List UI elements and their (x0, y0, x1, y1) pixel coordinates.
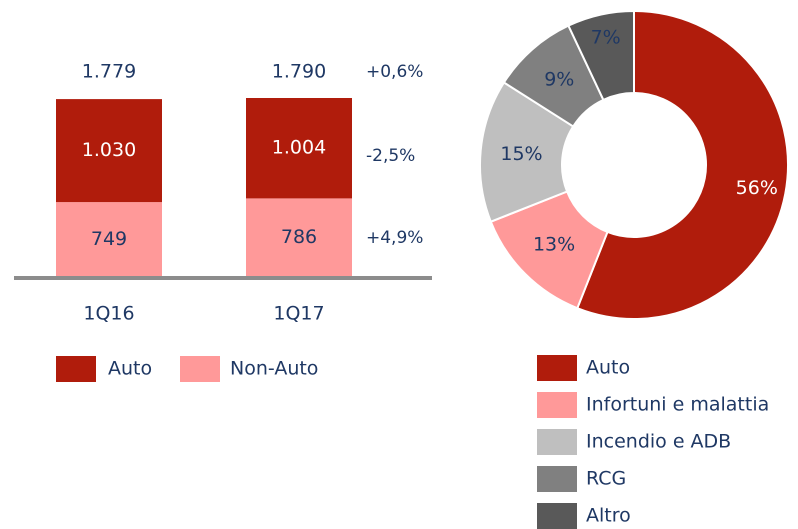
legend-label: Auto (108, 358, 152, 380)
change-label: +0,6% (366, 62, 423, 82)
bar-segment (246, 198, 352, 277)
slice-label: 56% (736, 177, 778, 199)
legend-label: Infortuni e malattia (586, 394, 769, 416)
value-label: 786 (281, 226, 317, 248)
change-label: -2,5% (366, 146, 415, 166)
bar-segment (56, 99, 162, 203)
x-tick-label: 1Q17 (273, 303, 324, 325)
value-label: 749 (91, 228, 127, 250)
legend-swatch (180, 356, 220, 382)
donut-slice (479, 81, 575, 223)
bar-segment (56, 202, 162, 277)
legend-swatch (537, 355, 577, 381)
slice-label: 13% (533, 233, 575, 255)
legend-swatch (537, 503, 577, 529)
donut-slice (576, 9, 789, 320)
slice-label: 9% (544, 69, 574, 91)
donut-slice (567, 9, 635, 102)
legend-swatch (537, 429, 577, 455)
bar-segment (246, 98, 352, 199)
total-label: 1.790 (272, 61, 326, 83)
legend-label: Altro (586, 505, 631, 527)
change-label: +4,9% (366, 228, 423, 248)
legend-swatch (56, 356, 96, 382)
legend-label: RCG (586, 468, 626, 490)
x-tick-label: 1Q16 (83, 303, 134, 325)
total-label: 1.779 (82, 61, 136, 83)
value-label: 1.030 (82, 139, 136, 161)
legend-swatch (537, 466, 577, 492)
value-label: 1.004 (272, 137, 326, 159)
legend-label: Non-Auto (230, 358, 318, 380)
legend-swatch (537, 392, 577, 418)
slice-label: 7% (591, 27, 621, 49)
legend-label: Auto (586, 357, 630, 379)
slice-label: 15% (500, 143, 542, 165)
legend-label: Incendio e ADB (586, 431, 731, 453)
